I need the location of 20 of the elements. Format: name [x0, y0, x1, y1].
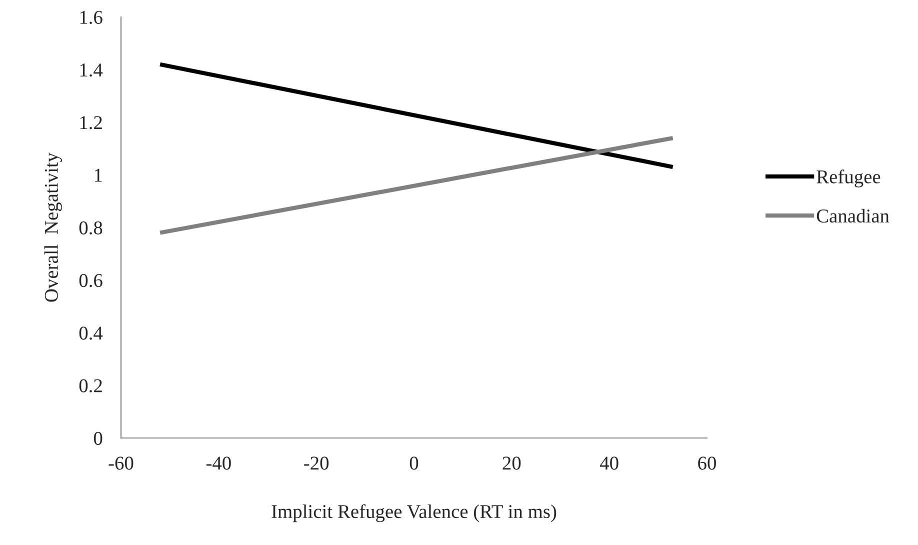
- y-tick-label: 1.2: [80, 116, 102, 130]
- x-tick-label: 0: [410, 456, 418, 470]
- x-tick-label: -60: [108, 456, 134, 470]
- y-tick-label: 0.6: [79, 274, 102, 288]
- y-tick-label: 0.8: [79, 221, 102, 235]
- y-tick-label: 0: [94, 432, 102, 445]
- x-axis-title: Implicit Refugee Valence (RT in ms): [272, 504, 556, 522]
- x-tick-label: 40: [600, 456, 618, 470]
- legend-label: Refugee: [816, 170, 880, 188]
- y-tick-label: 1: [94, 168, 102, 182]
- x-tick-label: 20: [502, 456, 521, 470]
- y-tick-label: 1.6: [80, 10, 102, 24]
- x-tick-label: -40: [206, 456, 231, 470]
- x-tick-label: 60: [698, 456, 716, 470]
- x-tick-label: -20: [304, 456, 329, 470]
- y-axis-title: Overall Negativity: [44, 152, 62, 302]
- y-tick-label: 0.2: [79, 379, 102, 392]
- y-tick-label: 1.4: [80, 64, 103, 77]
- y-tick-label: 0.4: [79, 326, 103, 340]
- legend-label: Canadian: [816, 208, 890, 223]
